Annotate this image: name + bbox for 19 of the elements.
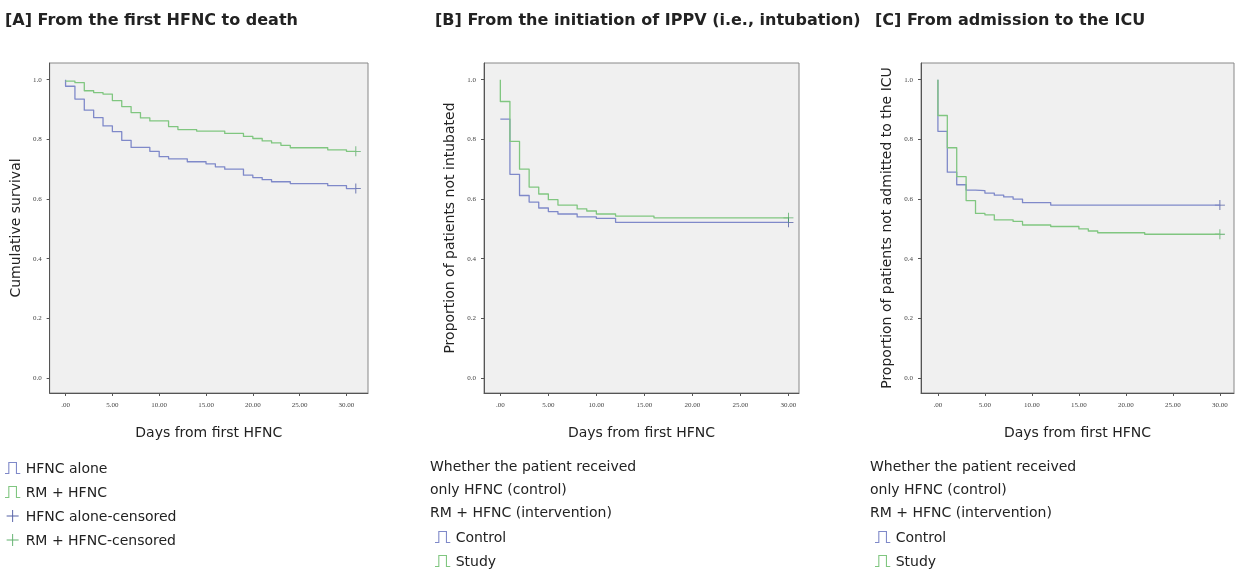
legend-title: Whether the patient received only HFNC (control) RM + HFNC (intervention) bbox=[430, 457, 637, 520]
x-axis-title: Days from first HFNC bbox=[567, 424, 716, 440]
legend-label: Control bbox=[455, 529, 507, 545]
chart-title: [C] From admission to the ICU bbox=[875, 9, 1146, 29]
x-axis-title: Days from first HFNC bbox=[1003, 424, 1152, 440]
legend-label: HFNC alone-censored bbox=[25, 508, 177, 524]
legend-label: Study bbox=[895, 553, 937, 569]
x-axis-title: Days from first HFNC bbox=[135, 424, 283, 440]
legend-label: Study bbox=[455, 553, 497, 569]
y-axis-title: Cumulative survival bbox=[7, 158, 23, 298]
legend-label: RM + HFNC-censored bbox=[25, 532, 176, 548]
legend-label: Control bbox=[895, 529, 947, 545]
legend-title: Whether the patient received only HFNC (control) RM + HFNC (intervention) bbox=[870, 457, 1077, 520]
chart-title: [B] From the initiation of IPPV (i.e., intubation) bbox=[435, 9, 861, 29]
chart-title: [A] From the first HFNC to death bbox=[5, 9, 298, 29]
y-axis-title: Proportion of patients not admitted to the ICU bbox=[878, 67, 895, 389]
legend-label: HFNC alone bbox=[25, 460, 108, 476]
legend-label: RM + HFNC bbox=[25, 484, 108, 500]
y-axis-title: Proportion of patients not intubated bbox=[441, 102, 458, 354]
